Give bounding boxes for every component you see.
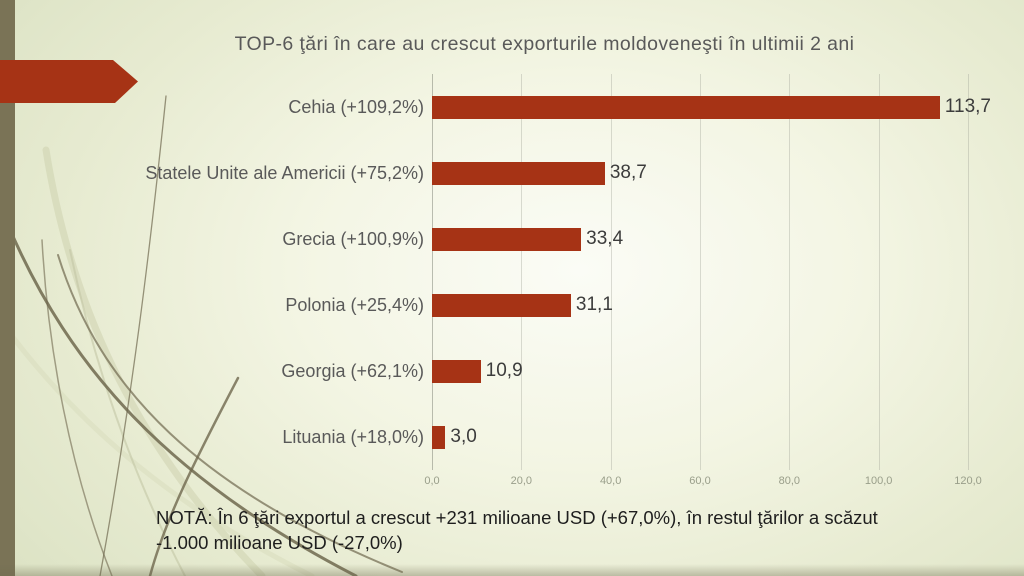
value-label: 38,7 (609, 162, 647, 183)
footnote: NOTĂ: În 6 ţări exportul a crescut +231 … (156, 506, 966, 555)
data-bar (432, 95, 940, 119)
bar-row: Polonia (+25,4%) 31,1 (0, 272, 1024, 338)
gridline (432, 74, 433, 470)
category-label: Lituania (+18,0%) (282, 426, 424, 447)
value-label: 3,0 (450, 426, 477, 447)
data-bar (432, 161, 605, 185)
bar-rows: Cehia (+109,2%) 113,7 Statele Unite ale Am… (0, 74, 1024, 470)
category-label: Cehia (+109,2%) (288, 96, 424, 117)
data-bar (432, 359, 481, 383)
gridline (521, 74, 523, 470)
accent-arrow-icon (0, 60, 138, 103)
bar-row: Georgia (+62,1%) 10,9 (0, 338, 1024, 404)
data-bar (432, 425, 446, 449)
bar-row: Grecia (+100,9%) 33,4 (0, 206, 1024, 272)
x-tick-label: 40,0 (599, 475, 622, 487)
footnote-line1: NOTĂ: În 6 ţări exportul a crescut +231 … (156, 507, 878, 528)
value-label: 31,1 (575, 294, 613, 315)
x-tick-label: 20,0 (510, 475, 533, 487)
gridline (789, 74, 791, 470)
x-tick-label: 120,0 (954, 475, 982, 487)
data-bar (432, 227, 582, 251)
value-label: 113,7 (944, 96, 991, 117)
x-tick-label: 100,0 (864, 475, 893, 487)
bottom-shadow-band (0, 564, 1024, 576)
gridline (968, 74, 969, 470)
bar-row: Lituania (+18,0%) 3,0 (0, 404, 1024, 470)
gridline (700, 74, 701, 470)
bar-track: 113,7 (432, 95, 1024, 119)
bar-track: 33,4 (432, 227, 1024, 251)
bar-row: Cehia (+109,2%) 113,7 (0, 74, 1024, 140)
footnote-line2: -1.000 milioane USD (-27,0%) (156, 531, 403, 553)
bar-row: Statele Unite ale Americii (+75,2%) 38,7 (0, 140, 1024, 206)
bar-track: 31,1 (432, 293, 1024, 317)
category-label: Grecia (+100,9%) (282, 228, 424, 249)
left-olive-band (0, 0, 15, 576)
category-label: Polonia (+25,4%) (285, 294, 424, 315)
bar-track: 3,0 (432, 425, 1024, 449)
category-label: Statele Unite ale Americii (+75,2%) (145, 162, 424, 183)
value-label: 10,9 (485, 360, 523, 381)
page-title: TOP-6 ţări în care au crescut exporturil… (234, 33, 855, 55)
value-label: 33,4 (586, 228, 624, 249)
bar-track: 10,9 (432, 359, 1024, 383)
gridline (610, 74, 612, 470)
x-tick-label: 0,0 (424, 475, 440, 487)
gridline (878, 74, 880, 470)
x-tick-label: 60,0 (689, 475, 711, 487)
bar-track: 38,7 (432, 161, 1024, 185)
x-tick-label: 80,0 (778, 475, 801, 487)
data-bar (432, 293, 571, 317)
category-label: Georgia (+62,1%) (281, 360, 424, 381)
